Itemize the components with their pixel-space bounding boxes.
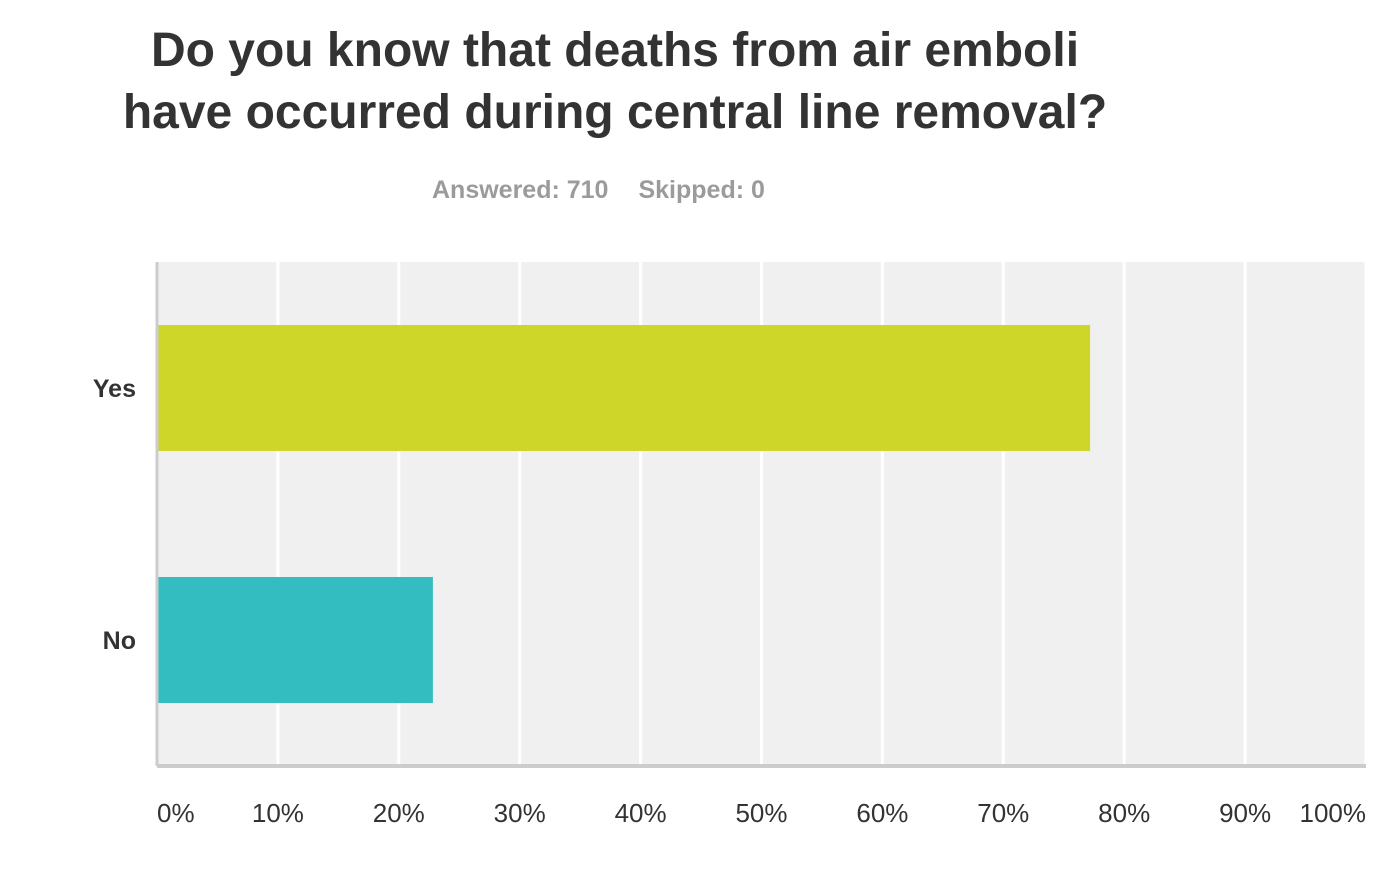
x-tick-label: 50%	[735, 798, 787, 828]
category-label-no: No	[103, 627, 136, 655]
x-tick-label: 100%	[1300, 798, 1367, 828]
x-tick-label: 20%	[373, 798, 425, 828]
bar-yes	[157, 325, 1091, 451]
x-tick-label: 0%	[157, 798, 195, 828]
x-tick-label: 10%	[252, 798, 304, 828]
answered-count: Answered: 710	[432, 176, 609, 204]
bar-no	[157, 577, 433, 703]
x-tick-label: 90%	[1219, 798, 1271, 828]
x-tick-label: 70%	[977, 798, 1029, 828]
x-tick-label: 60%	[856, 798, 908, 828]
chart-title: Do you know that deaths from air emboli …	[40, 20, 1190, 144]
x-tick-label: 40%	[615, 798, 667, 828]
chart-title-line-2: have occurred during central line remova…	[122, 86, 1108, 139]
response-stats: Answered: 710 Skipped: 0	[432, 176, 765, 205]
skipped-count: Skipped: 0	[638, 176, 765, 204]
chart-title-line-1: Do you know that deaths from air emboli	[150, 24, 1080, 77]
x-tick-label: 30%	[494, 798, 546, 828]
category-label-yes: Yes	[93, 375, 136, 403]
x-tick-label: 80%	[1098, 798, 1150, 828]
